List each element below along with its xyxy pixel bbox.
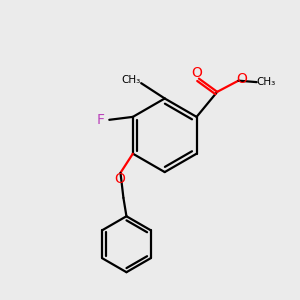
Text: O: O (115, 172, 125, 186)
Text: CH₃: CH₃ (121, 75, 140, 85)
Text: CH₃: CH₃ (256, 77, 276, 87)
Text: F: F (97, 113, 105, 127)
Text: O: O (191, 66, 202, 80)
Text: O: O (236, 72, 247, 86)
